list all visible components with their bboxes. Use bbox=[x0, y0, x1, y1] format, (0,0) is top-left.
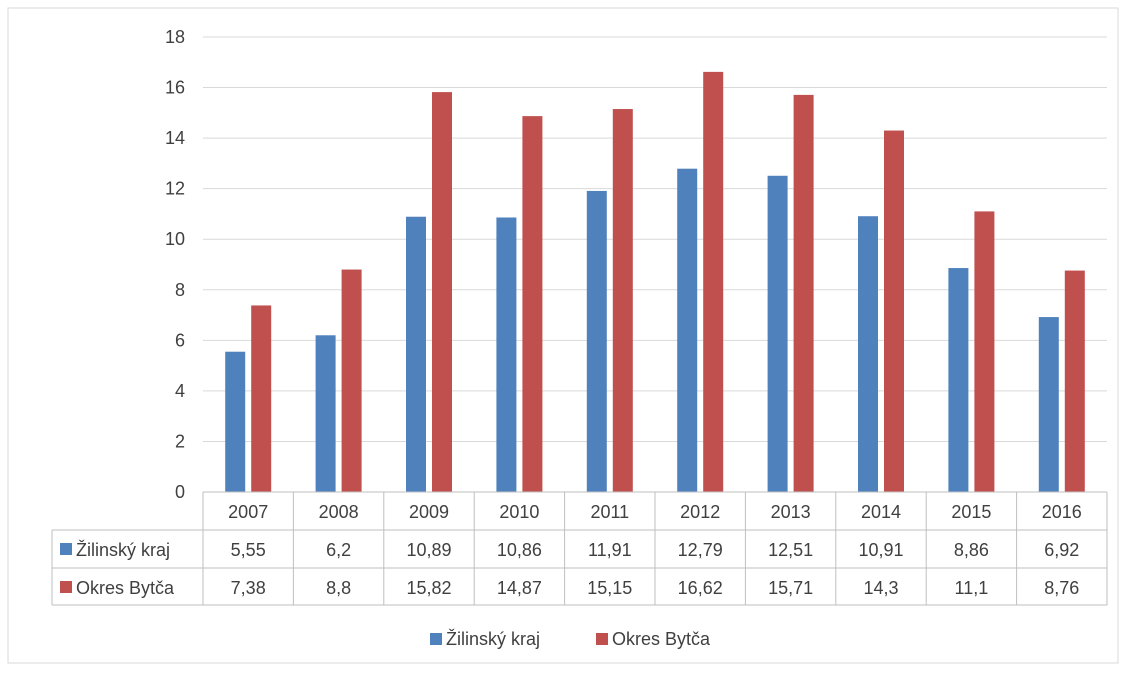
legend-swatch bbox=[430, 633, 442, 645]
bar-zilinsky-kraj bbox=[948, 268, 969, 492]
bar-okres-bytca bbox=[1064, 270, 1085, 492]
y-tick-label: 10 bbox=[165, 229, 185, 249]
data-value-cell: 12,51 bbox=[768, 540, 813, 560]
category-label: 2016 bbox=[1042, 502, 1082, 522]
y-tick-label: 2 bbox=[175, 431, 185, 451]
y-tick-label: 16 bbox=[165, 78, 185, 98]
series-key-swatch bbox=[60, 543, 72, 555]
data-value-cell: 14,87 bbox=[497, 578, 542, 598]
data-value-cell: 8,76 bbox=[1044, 578, 1079, 598]
bar-okres-bytca bbox=[432, 92, 452, 492]
y-tick-label: 8 bbox=[175, 280, 185, 300]
data-value-cell: 11,1 bbox=[955, 578, 989, 598]
data-value-cell: 15,82 bbox=[406, 578, 451, 598]
legend-swatch bbox=[596, 633, 608, 645]
data-value-cell: 10,89 bbox=[406, 540, 451, 560]
data-value-cell: 10,86 bbox=[497, 540, 542, 560]
data-value-cell: 16,62 bbox=[678, 578, 723, 598]
data-value-cell: 6,92 bbox=[1044, 540, 1079, 560]
category-label: 2013 bbox=[771, 502, 811, 522]
category-label: 2009 bbox=[409, 502, 449, 522]
data-value-cell: 6,2 bbox=[326, 540, 351, 560]
chart-frame bbox=[7, 7, 1119, 664]
y-tick-label: 18 bbox=[165, 27, 185, 47]
bar-okres-bytca bbox=[974, 211, 995, 492]
category-label: 2012 bbox=[680, 502, 720, 522]
data-value-cell: 10,91 bbox=[858, 540, 903, 560]
bar-zilinsky-kraj bbox=[225, 351, 246, 492]
bar-zilinsky-kraj bbox=[767, 175, 788, 492]
data-value-cell: 7,38 bbox=[231, 578, 266, 598]
bar-zilinsky-kraj bbox=[406, 216, 426, 492]
bar-okres-bytca bbox=[522, 116, 543, 492]
y-tick-label: 4 bbox=[175, 381, 185, 401]
category-label: 2010 bbox=[499, 502, 539, 522]
legend-label: Okres Bytča bbox=[612, 629, 711, 649]
bar-okres-bytca bbox=[793, 94, 814, 492]
y-tick-label: 6 bbox=[175, 330, 185, 350]
y-tick-label: 0 bbox=[175, 482, 185, 502]
bar-okres-bytca bbox=[341, 269, 362, 492]
series-key-swatch bbox=[60, 581, 72, 593]
bar-zilinsky-kraj bbox=[315, 335, 336, 492]
series-name: Žilinský kraj bbox=[76, 540, 170, 560]
bar-zilinsky-kraj bbox=[1038, 317, 1059, 492]
category-label: 2008 bbox=[319, 502, 359, 522]
data-value-cell: 8,86 bbox=[954, 540, 989, 560]
bar-okres-bytca bbox=[703, 71, 724, 492]
category-label: 2007 bbox=[228, 502, 268, 522]
y-tick-label: 12 bbox=[165, 179, 185, 199]
series-name: Okres Bytča bbox=[76, 578, 175, 598]
data-value-cell: 15,15 bbox=[587, 578, 632, 598]
bar-zilinsky-kraj bbox=[858, 216, 878, 492]
bar-zilinsky-kraj bbox=[586, 190, 607, 493]
category-label: 2015 bbox=[951, 502, 991, 522]
bar-okres-bytca bbox=[251, 305, 272, 492]
data-value-cell: 5,55 bbox=[231, 540, 266, 560]
bar-zilinsky-kraj bbox=[677, 168, 698, 493]
category-label: 2011 bbox=[590, 502, 629, 522]
legend-label: Žilinský kraj bbox=[446, 629, 540, 649]
bar-okres-bytca bbox=[612, 109, 633, 493]
data-value-cell: 14,3 bbox=[863, 578, 898, 598]
data-value-cell: 11,91 bbox=[588, 540, 632, 560]
data-value-cell: 8,8 bbox=[326, 578, 351, 598]
bar-zilinsky-kraj bbox=[496, 217, 517, 492]
y-tick-label: 14 bbox=[165, 128, 185, 148]
bar-okres-bytca bbox=[884, 130, 904, 492]
data-value-cell: 15,71 bbox=[768, 578, 813, 598]
category-label: 2014 bbox=[861, 502, 901, 522]
data-value-cell: 12,79 bbox=[678, 540, 723, 560]
